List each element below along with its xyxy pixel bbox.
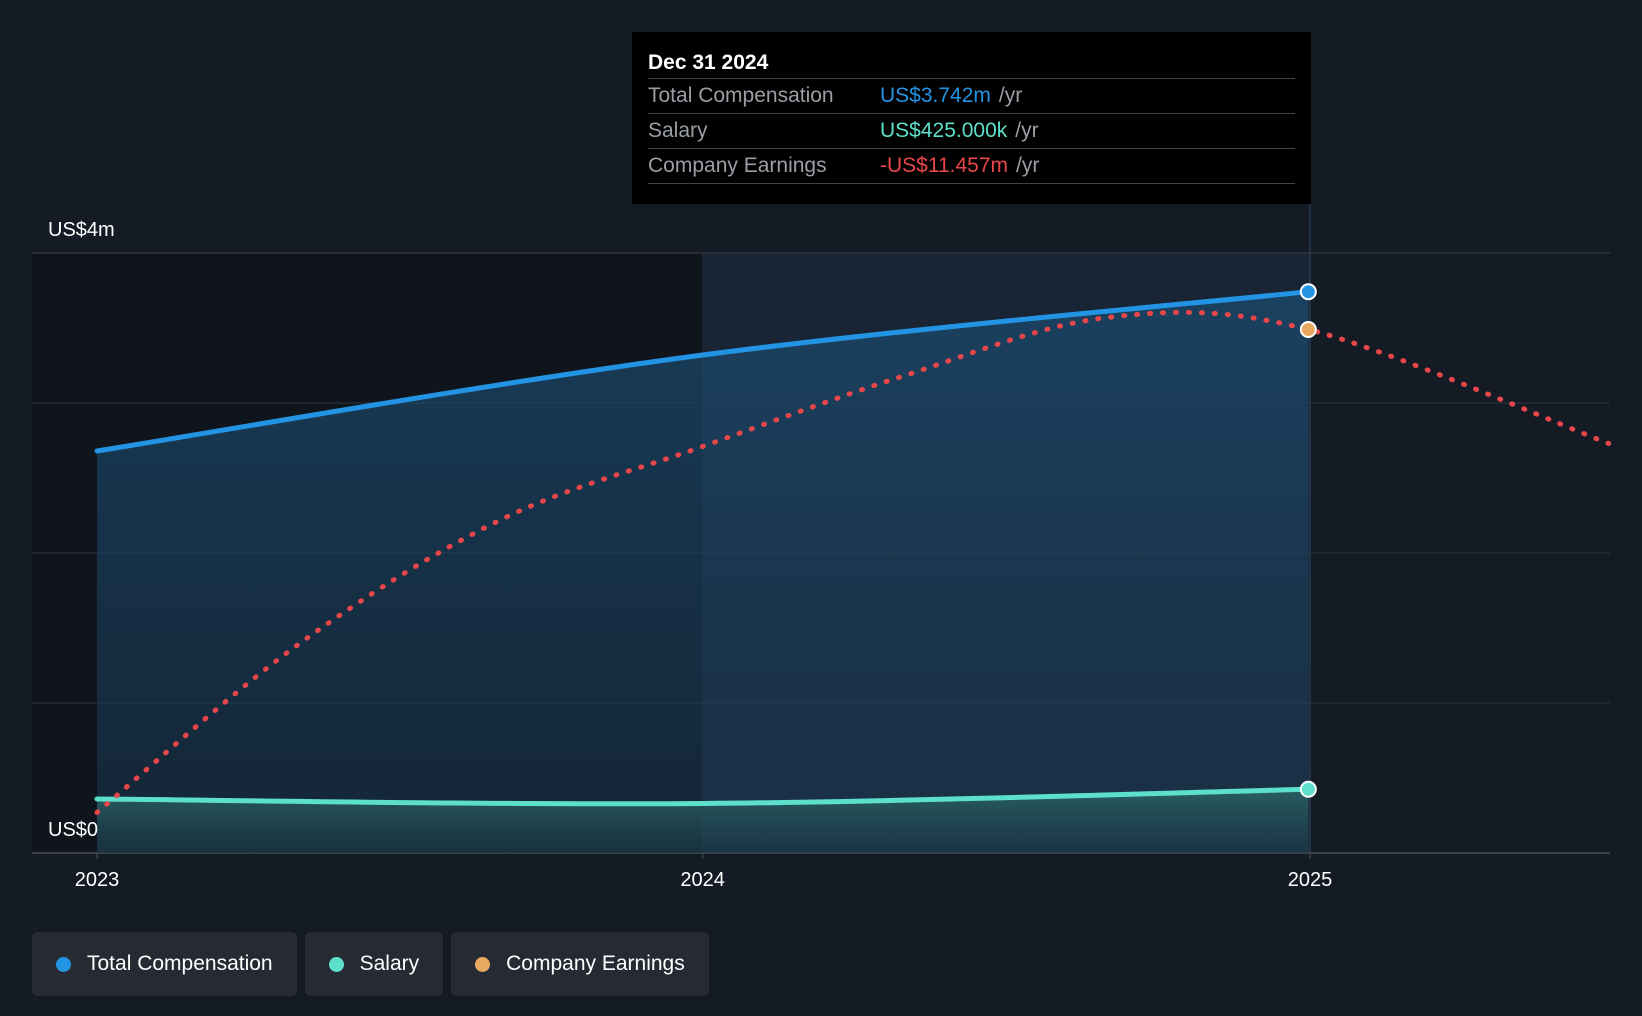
tooltip-label: Company Earnings: [648, 154, 827, 177]
series-area: [97, 789, 1309, 853]
legend-item-total-compensation[interactable]: Total Compensation: [32, 932, 297, 996]
y-tick-label-bottom: US$0: [48, 819, 98, 841]
x-tick-label: 2025: [1288, 869, 1333, 891]
x-axis: 2023 2024 2025: [75, 853, 1333, 891]
series-line-dotted: [94, 309, 1612, 815]
tooltip-value: -US$11.457m: [880, 154, 1009, 177]
tooltip-value: US$425.000k: [880, 119, 1008, 142]
series-line: [94, 786, 1311, 807]
series-area: [97, 291, 1309, 853]
legend-dot-icon: [328, 956, 344, 972]
x-tick-label: 2024: [680, 869, 725, 891]
tooltip-label: Total Compensation: [648, 84, 834, 107]
legend-dot-icon: [56, 956, 71, 972]
series-marker: [1299, 780, 1317, 798]
legend-item-company-earnings[interactable]: Company Earnings: [451, 932, 709, 996]
series-lines: [94, 289, 1612, 815]
series-line: [94, 289, 1311, 454]
tooltip-unit: /yr: [1015, 119, 1039, 142]
legend-label: Salary: [359, 952, 420, 975]
legend-item-salary[interactable]: Salary: [304, 932, 444, 996]
tooltip-row-company-earnings: Company Earnings -US$11.457m /yr: [648, 148, 1295, 184]
tooltip-row-total-compensation: Total Compensation US$3.742m /yr: [648, 78, 1295, 113]
series-markers: [1299, 283, 1317, 798]
tooltip: Dec 31 2024 Total Compensation US$3.742m…: [632, 32, 1311, 204]
legend: Total Compensation Salary Company Earnin…: [32, 932, 709, 996]
legend-label: Total Compensation: [87, 952, 273, 975]
series-marker: [1299, 283, 1317, 301]
tooltip-value: US$3.742m: [880, 84, 991, 107]
legend-dot-icon: [475, 956, 491, 972]
tooltip-label: Salary: [648, 119, 708, 142]
series-areas: [97, 291, 1309, 853]
tooltip-row-salary: Salary US$425.000k /yr: [648, 113, 1295, 148]
tooltip-title: Dec 31 2024: [648, 51, 769, 74]
y-tick-label-top: US$4m: [48, 219, 115, 241]
legend-label: Company Earnings: [506, 952, 685, 975]
x-tick-label: 2023: [75, 869, 120, 891]
tooltip-unit: /yr: [1016, 154, 1040, 177]
tooltip-unit: /yr: [998, 84, 1023, 107]
series-marker: [1299, 321, 1317, 338]
